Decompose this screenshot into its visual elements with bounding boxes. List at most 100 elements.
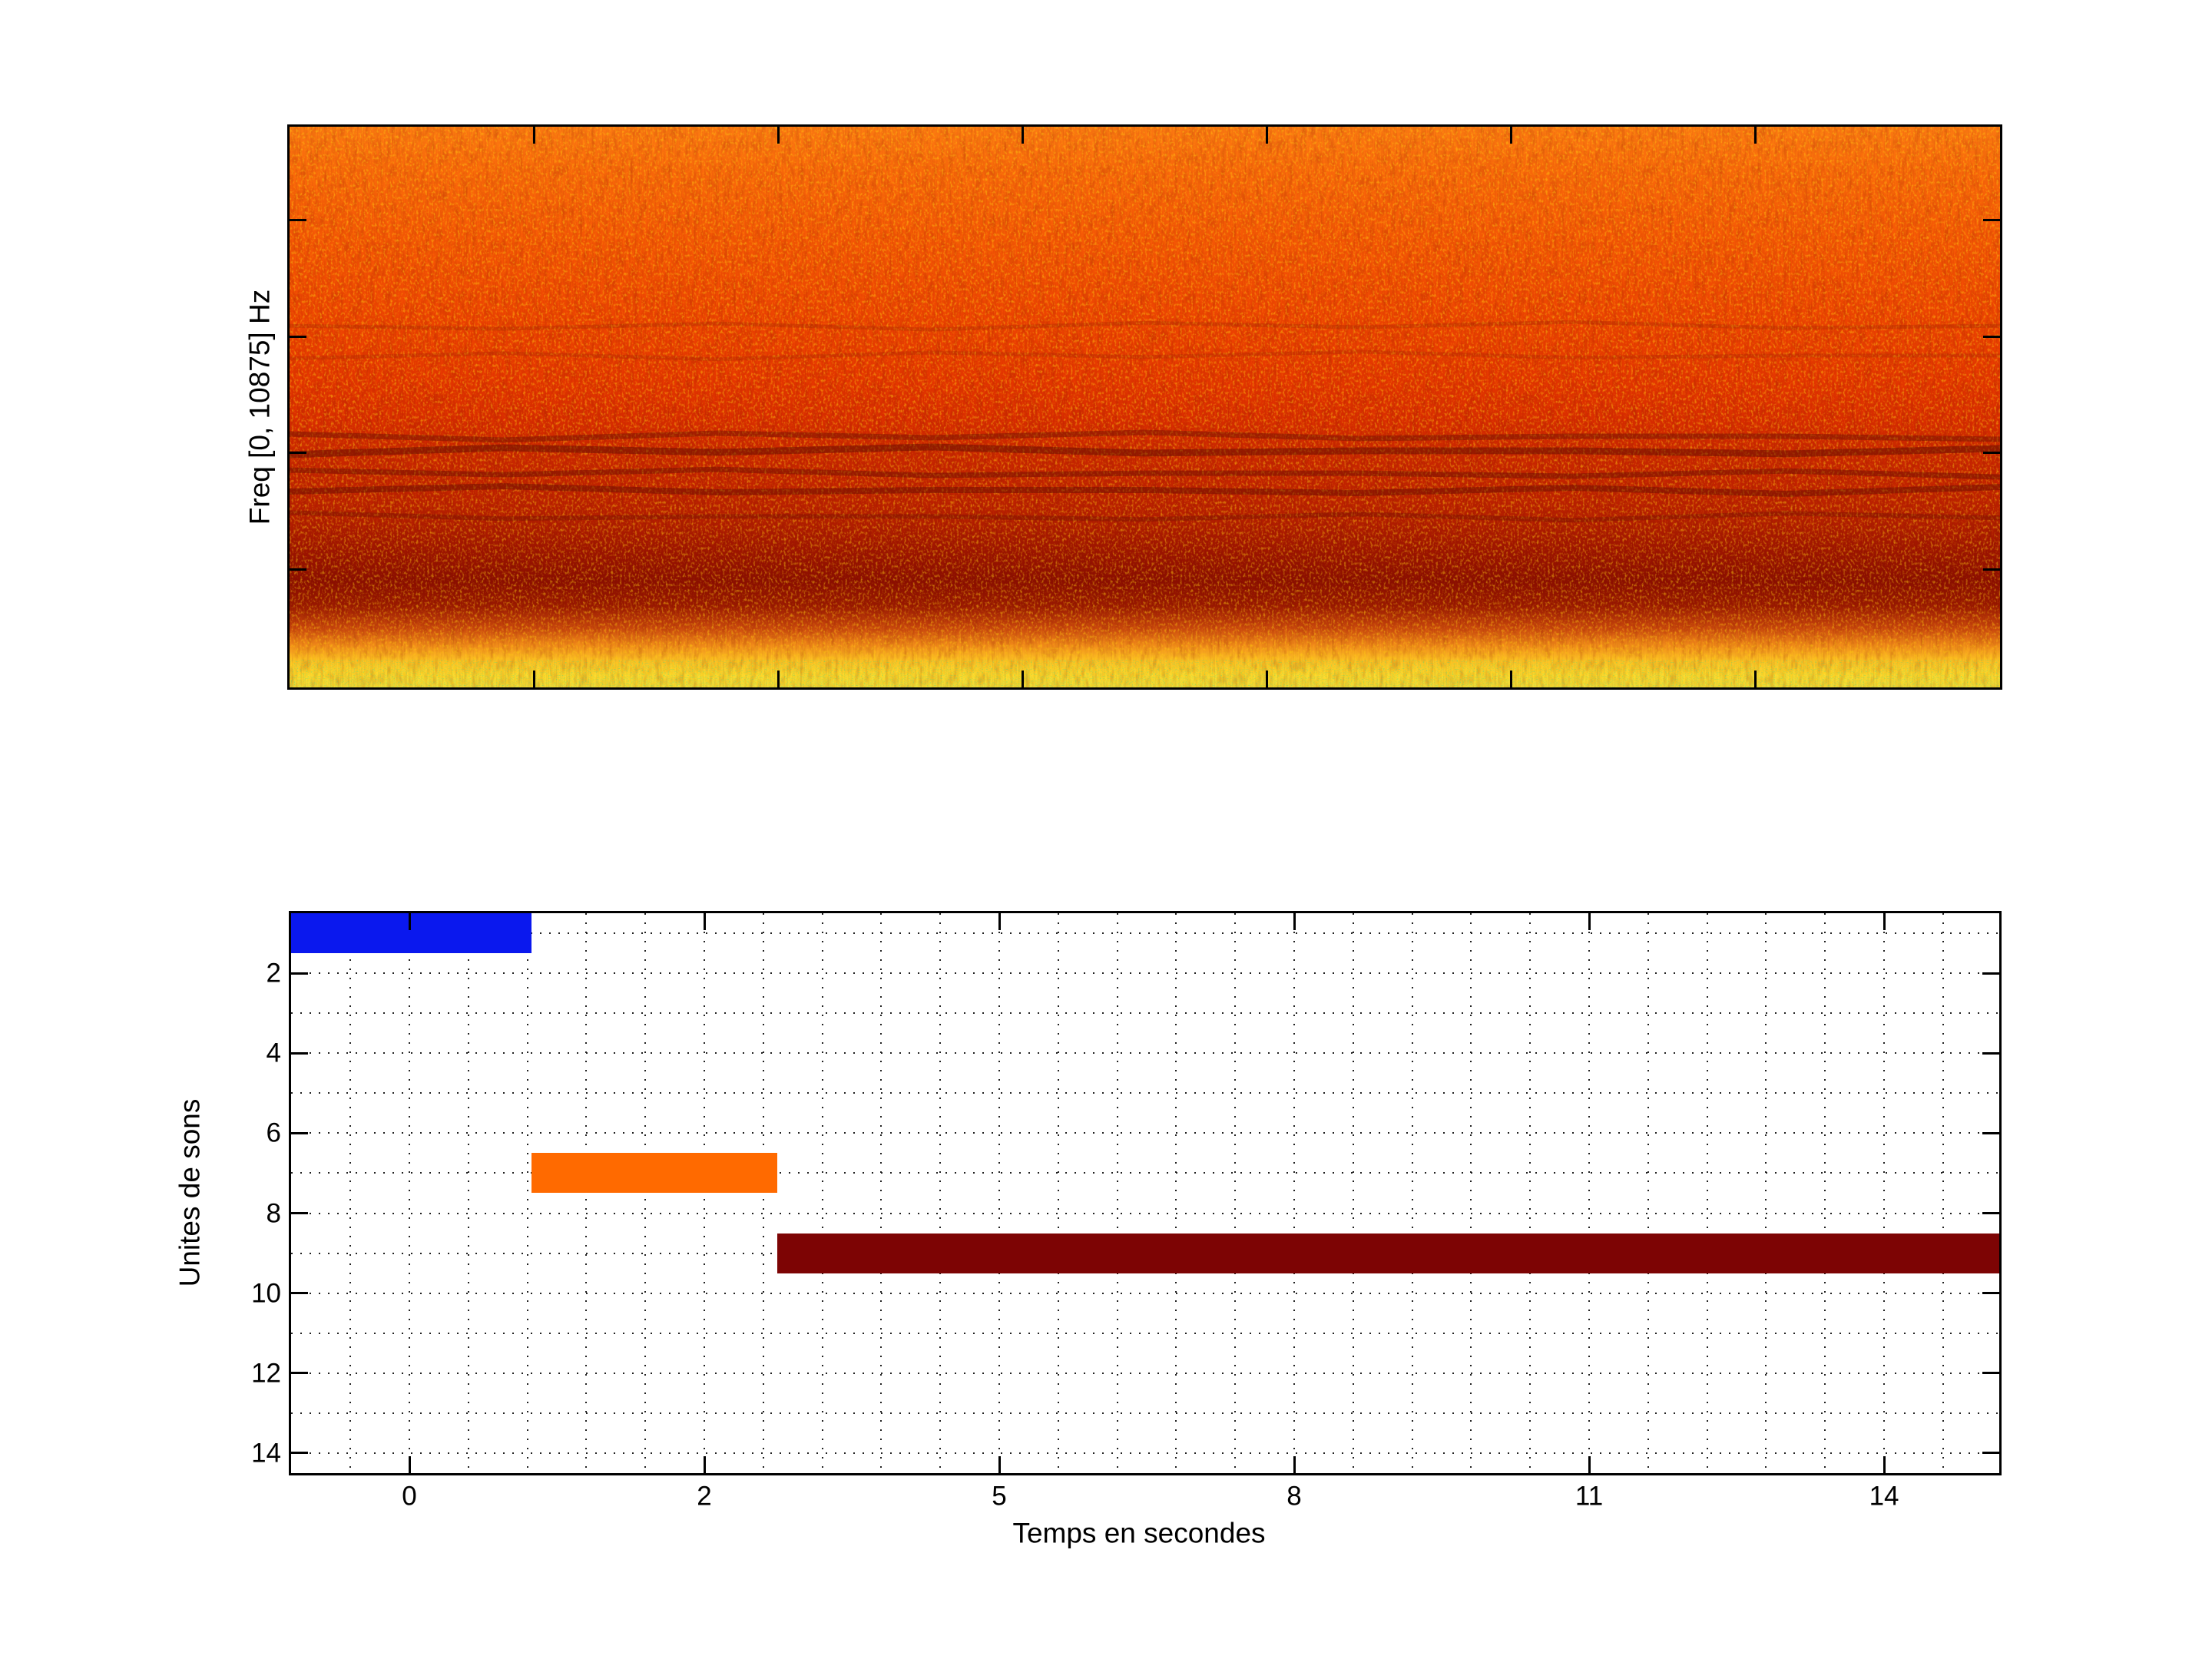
gridline-horizontal	[291, 1332, 1999, 1334]
gridline-horizontal	[291, 1052, 1999, 1055]
spectrogram-x-tick	[1754, 127, 1757, 144]
spectrogram-x-tick	[777, 671, 780, 687]
x-tick-label: 5	[992, 1481, 1007, 1512]
spectrogram-y-tick	[290, 335, 306, 338]
gridline-horizontal	[291, 1452, 1999, 1454]
gridline-vertical	[1588, 913, 1590, 1473]
spectrogram-x-tick	[777, 127, 780, 144]
x-tick	[408, 1456, 411, 1473]
gridline-vertical	[880, 913, 882, 1473]
gridline-vertical	[1116, 913, 1118, 1473]
gridline-vertical	[349, 913, 352, 1473]
spectrogram-x-tick	[1266, 127, 1268, 144]
y-tick-label: 14	[251, 1438, 281, 1469]
x-tick	[1293, 1456, 1296, 1473]
spectrogram-dark-band	[290, 429, 2000, 443]
spectrogram-y-tick	[1983, 568, 2000, 571]
spectrogram-ylabel: Freq [0, 10875] Hz	[243, 289, 276, 525]
gridline-vertical	[1706, 913, 1708, 1473]
x-tick-label: 8	[1286, 1481, 1302, 1512]
x-tick	[998, 913, 1001, 930]
gridline-vertical	[1470, 913, 1472, 1473]
spectrogram-dark-band	[290, 483, 2000, 497]
x-tick	[703, 913, 706, 930]
x-tick	[703, 1456, 706, 1473]
gridline-vertical	[585, 913, 588, 1473]
y-tick	[291, 1292, 308, 1295]
spectrogram-x-tick	[1021, 671, 1024, 687]
spectrogram-image	[290, 127, 2000, 687]
gridline-vertical	[704, 913, 705, 1473]
gridline-vertical	[1411, 913, 1413, 1473]
x-tick	[1588, 913, 1591, 930]
spectrogram-dark-band	[290, 320, 2000, 332]
y-tick-label: 12	[251, 1358, 281, 1389]
y-tick	[1982, 1212, 1999, 1215]
gridline-horizontal	[291, 1132, 1999, 1134]
spectrogram-plot	[287, 124, 2002, 690]
y-tick	[1982, 1452, 1999, 1455]
gridline-horizontal	[291, 972, 1999, 975]
gridline-vertical	[1529, 913, 1532, 1473]
gridline-vertical	[762, 913, 764, 1473]
timeline-ylabel: Unites de sons	[174, 1098, 206, 1287]
gridline-vertical	[998, 913, 1000, 1473]
spectrogram-y-tick	[1983, 335, 2000, 338]
gridline-horizontal	[291, 1092, 1999, 1094]
x-tick	[998, 1456, 1001, 1473]
y-tick-label: 4	[266, 1038, 281, 1068]
x-tick-label: 14	[1869, 1481, 1899, 1512]
spectrogram-dark-band	[290, 349, 2000, 362]
spectrogram-x-tick	[1754, 671, 1757, 687]
x-tick	[1588, 1456, 1591, 1473]
y-tick	[1982, 1131, 1999, 1134]
timeline-xlabel: Temps en secondes	[1012, 1517, 1266, 1549]
y-tick	[291, 1131, 308, 1134]
sound-units-plot	[289, 911, 2002, 1475]
y-tick	[291, 1372, 308, 1375]
y-tick	[291, 1051, 308, 1055]
gridline-vertical	[1647, 913, 1649, 1473]
x-tick	[1883, 913, 1886, 930]
x-tick	[1293, 913, 1296, 930]
spectrogram-x-tick	[1266, 671, 1268, 687]
spectrogram-dark-bands	[290, 320, 2000, 523]
gridline-vertical	[409, 913, 410, 1473]
y-tick	[1982, 1051, 1999, 1055]
gridline-vertical	[1352, 913, 1354, 1473]
x-tick-label: 11	[1575, 1481, 1604, 1512]
gridline-vertical	[1057, 913, 1059, 1473]
gridline-vertical	[644, 913, 647, 1473]
gridline-vertical	[1175, 913, 1177, 1473]
gridline-vertical	[1234, 913, 1237, 1473]
gridline-vertical	[939, 913, 942, 1473]
spectrogram-x-tick	[1021, 127, 1024, 144]
spectrogram-dark-band	[290, 443, 2000, 459]
gridline-horizontal	[291, 1292, 1999, 1294]
spectrogram-x-tick	[1510, 127, 1513, 144]
spectrogram-y-tick	[1983, 452, 2000, 455]
spectrogram-y-tick	[290, 452, 306, 455]
spectrogram-dark-band	[290, 466, 2000, 480]
gridline-vertical	[1942, 913, 1944, 1473]
y-tick	[291, 972, 308, 975]
x-tick-label: 0	[402, 1481, 417, 1512]
gridline-horizontal	[291, 1372, 1999, 1374]
gridline-vertical	[1824, 913, 1826, 1473]
gridline-vertical	[1293, 913, 1295, 1473]
gridline-vertical	[1765, 913, 1767, 1473]
y-tick	[1982, 972, 1999, 975]
gridline-horizontal	[291, 1172, 1999, 1174]
y-tick	[1982, 1292, 1999, 1295]
gridline-horizontal	[291, 1012, 1999, 1015]
spectrogram-y-tick	[1983, 218, 2000, 221]
spectrogram-y-tick	[290, 218, 306, 221]
gridline-horizontal	[291, 1212, 1999, 1214]
gridline-horizontal	[291, 932, 1999, 935]
spectrogram-y-tick	[290, 568, 306, 571]
gridline-vertical	[821, 913, 823, 1473]
spectrogram-x-tick	[532, 671, 535, 687]
bar-unit-7	[531, 1153, 777, 1194]
y-tick	[291, 1452, 308, 1455]
